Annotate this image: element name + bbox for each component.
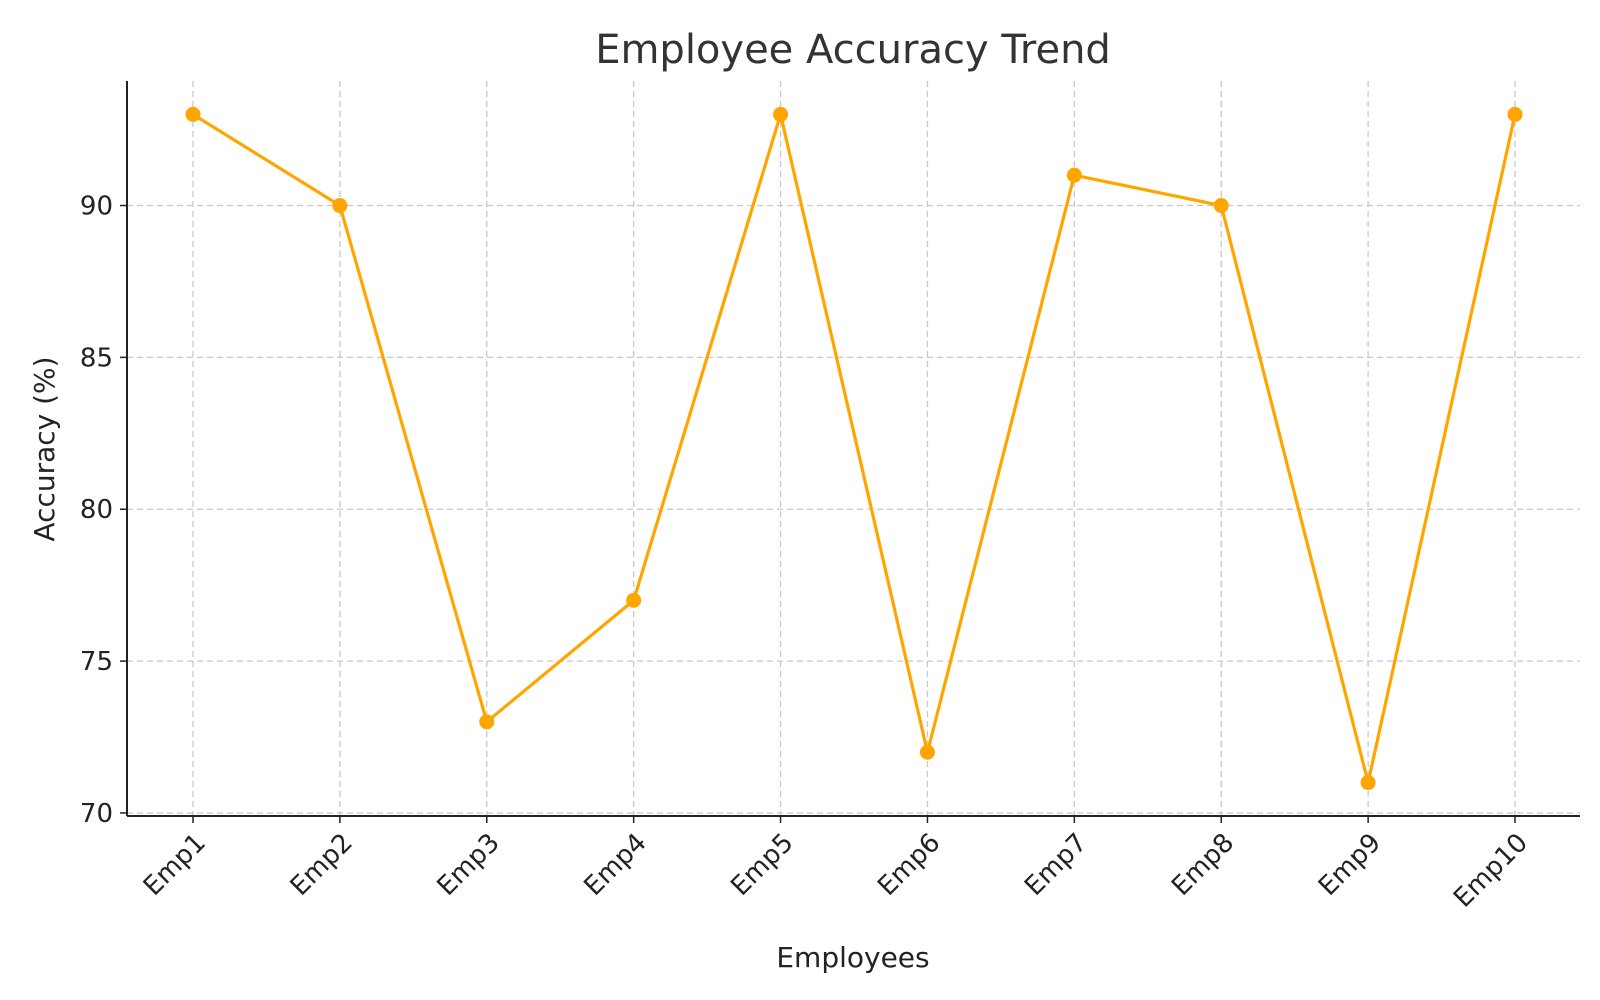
x-tick-label: Emp6 — [872, 828, 946, 902]
data-point — [332, 198, 348, 214]
data-point — [185, 106, 201, 122]
data-point — [1507, 106, 1523, 122]
x-tick-label: Emp10 — [1448, 828, 1534, 914]
data-point — [479, 714, 495, 730]
data-point — [1213, 198, 1229, 214]
x-tick-label: Emp1 — [138, 828, 212, 902]
y-tick-label: 85 — [80, 343, 113, 373]
x-tick-label: Emp5 — [725, 828, 799, 902]
y-tick-label: 90 — [80, 192, 113, 222]
axes — [126, 81, 1580, 817]
series — [185, 106, 1523, 791]
x-axis-label: Employees — [776, 941, 929, 974]
x-tick-label: Emp3 — [432, 828, 506, 902]
x-tick-label: Emp4 — [579, 828, 653, 902]
data-point — [1360, 775, 1376, 791]
x-tick-label: Emp9 — [1313, 828, 1387, 902]
x-tick-label: Emp8 — [1166, 828, 1240, 902]
ticks: Emp1 Emp2 Emp3 Emp4 Emp5 Emp6 Emp7 Emp8 Emp9 Emp1… — [80, 192, 1534, 914]
chart-title: Employee Accuracy Trend — [595, 27, 1111, 73]
x-tick-label: Emp7 — [1019, 828, 1093, 902]
grid — [127, 81, 1580, 816]
data-point — [626, 592, 642, 608]
x-tick-label: Emp2 — [285, 828, 359, 902]
series-line — [191, 112, 1517, 785]
y-tick-label: 70 — [80, 799, 113, 829]
y-axis-label: Accuracy (%) — [28, 356, 61, 541]
data-point — [919, 744, 935, 760]
data-point — [773, 106, 789, 122]
data-point — [1066, 167, 1082, 183]
y-tick-label: 75 — [80, 647, 113, 677]
y-tick-label: 80 — [80, 495, 113, 525]
